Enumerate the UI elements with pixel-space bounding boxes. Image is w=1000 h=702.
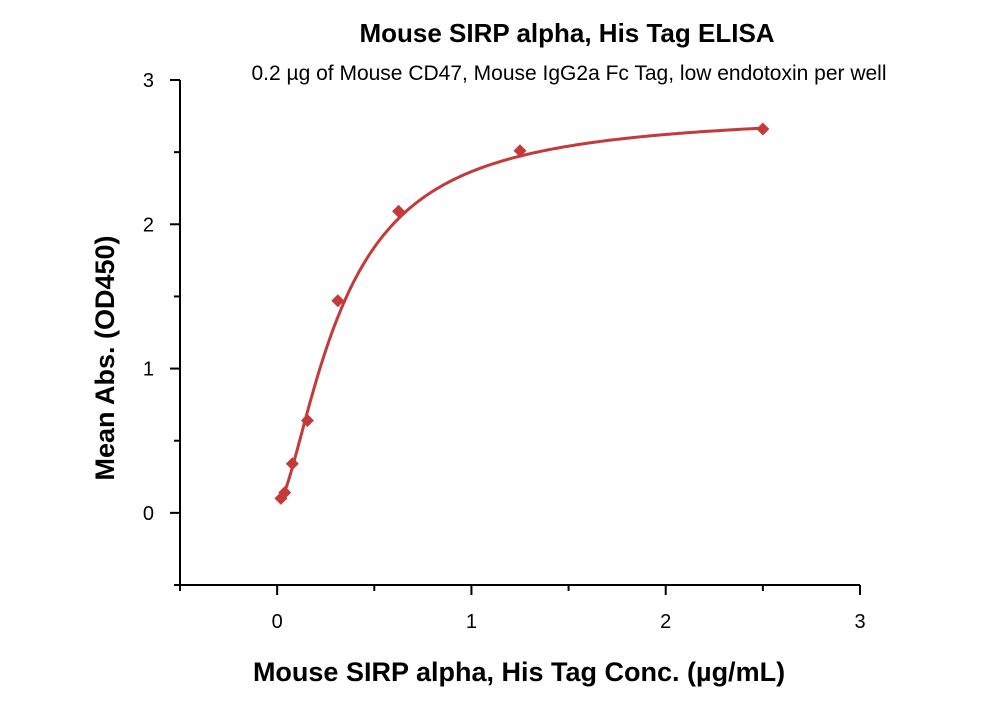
chart-subtitle: 0.2 µg of Mouse CD47, Mouse IgG2a Fc Tag… [251, 62, 886, 85]
y-axis-ticks: 0 1 2 3 [143, 70, 180, 586]
data-point [756, 122, 770, 136]
y-tick-label: 2 [143, 214, 154, 236]
data-point [513, 144, 527, 158]
chart-title: Mouse SIRP alpha, His Tag ELISA [359, 18, 774, 48]
x-tick-label: 3 [854, 611, 865, 633]
x-tick-label: 0 [272, 611, 283, 633]
data-point [300, 414, 314, 428]
data-point [331, 294, 345, 308]
x-tick-label: 1 [466, 611, 477, 633]
x-tick-label: 2 [660, 611, 671, 633]
data-point [278, 486, 292, 500]
data-points [274, 122, 770, 505]
y-tick-label: 3 [143, 70, 154, 92]
data-point [285, 457, 299, 471]
fit-curve [279, 126, 763, 502]
x-axis-ticks: 0 1 2 3 [179, 585, 866, 633]
x-axis-label: Mouse SIRP alpha, His Tag Conc. (µg/mL) [253, 657, 785, 687]
y-tick-label: 1 [143, 359, 154, 381]
data-point [392, 204, 406, 218]
y-axis-label: Mean Abs. (OD450) [90, 235, 120, 480]
y-tick-label: 0 [143, 503, 154, 525]
axes [179, 80, 860, 586]
